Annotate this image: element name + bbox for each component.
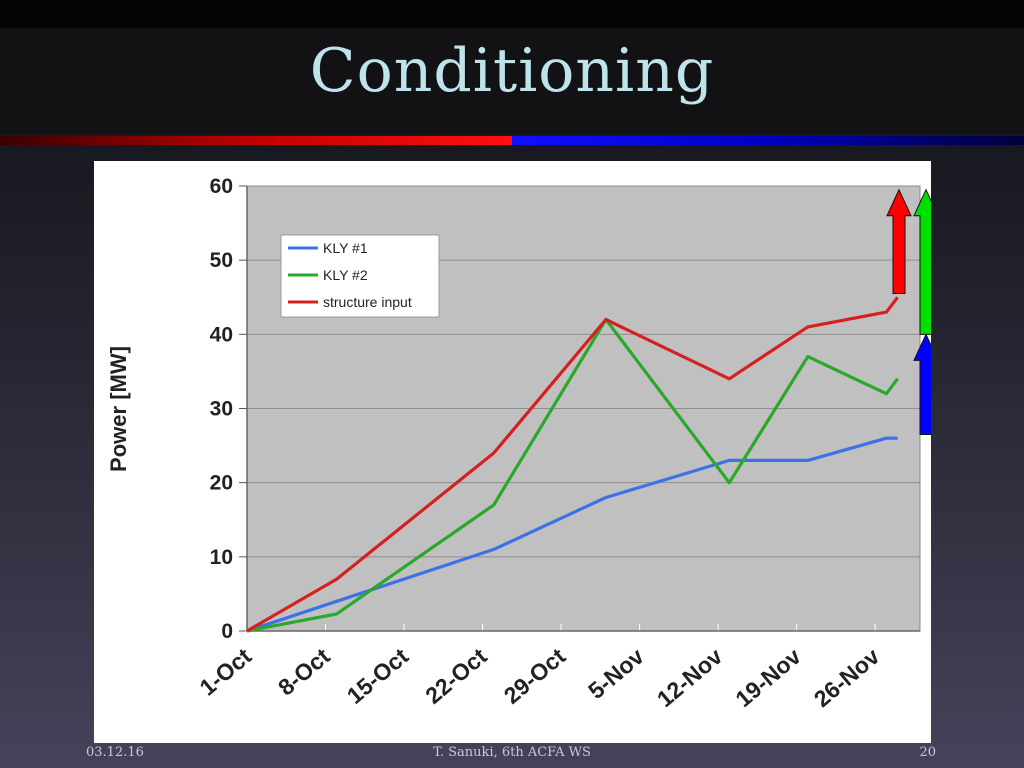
footer-presenter: T. Sanuki, 6th ACFA WS [433, 745, 591, 760]
y-axis-label: Power [MW] [106, 346, 131, 472]
top-band [0, 0, 1024, 28]
x-tick-label-5-Nov: 5-Nov [583, 643, 649, 704]
power-chart: 0 10 20 30 40 50 60 1-Oct 8-Oct 15-Oct 22-Oct 29-O… [106, 175, 931, 712]
chart-container: 0 10 20 30 40 50 60 1-Oct 8-Oct 15-Oct 22-Oct 29-O… [94, 161, 931, 743]
x-tick-label-26-Nov: 26-Nov [809, 643, 885, 712]
slide-title: Conditioning [309, 36, 715, 106]
y-tick-label-30: 30 [210, 398, 233, 421]
x-tick-label-8-Oct: 8-Oct [273, 643, 335, 701]
legend-label-kly1: KLY #1 [323, 240, 368, 256]
x-tick-label-19-Nov: 19-Nov [730, 643, 806, 712]
annotation-arrow-2 [913, 333, 931, 435]
series-line-0 [246, 436, 898, 633]
title-divider-red [0, 136, 512, 145]
annotation-arrows [886, 188, 931, 435]
title-divider-blue [512, 136, 1024, 145]
x-tick-label-15-Oct: 15-Oct [342, 643, 414, 709]
x-tick-label-12-Nov: 12-Nov [652, 643, 728, 712]
x-tick-labels: 1-Oct 8-Oct 15-Oct 22-Oct 29-Oct 5-Nov 12-Nov 1… [194, 643, 884, 712]
footer-date: 03.12.16 [86, 745, 144, 760]
annotation-arrow-1 [913, 188, 931, 335]
legend-label-structure: structure input [323, 294, 412, 310]
x-tick-label-1-Oct: 1-Oct [194, 643, 256, 701]
y-tick-label-60: 60 [210, 175, 233, 198]
series-line-1 [246, 317, 899, 633]
y-tick-label-0: 0 [221, 620, 233, 643]
footer-page-number: 20 [919, 745, 936, 760]
y-tick-labels: 0 10 20 30 40 50 60 [210, 175, 233, 643]
y-tick-label-20: 20 [210, 472, 233, 495]
y-tick-label-10: 10 [210, 546, 233, 569]
legend-label-kly2: KLY #2 [323, 267, 368, 283]
y-tick-label-40: 40 [210, 323, 233, 346]
x-tick-label-29-Oct: 29-Oct [499, 643, 571, 709]
y-tick-label-50: 50 [210, 249, 233, 272]
annotation-arrow-0 [886, 188, 912, 295]
x-tick-label-22-Oct: 22-Oct [420, 643, 492, 709]
legend: KLY #1 KLY #2 structure input [280, 234, 440, 318]
title-area [0, 28, 1024, 134]
axes [246, 186, 920, 632]
series-lines [246, 296, 899, 633]
series-line-2 [246, 296, 899, 633]
